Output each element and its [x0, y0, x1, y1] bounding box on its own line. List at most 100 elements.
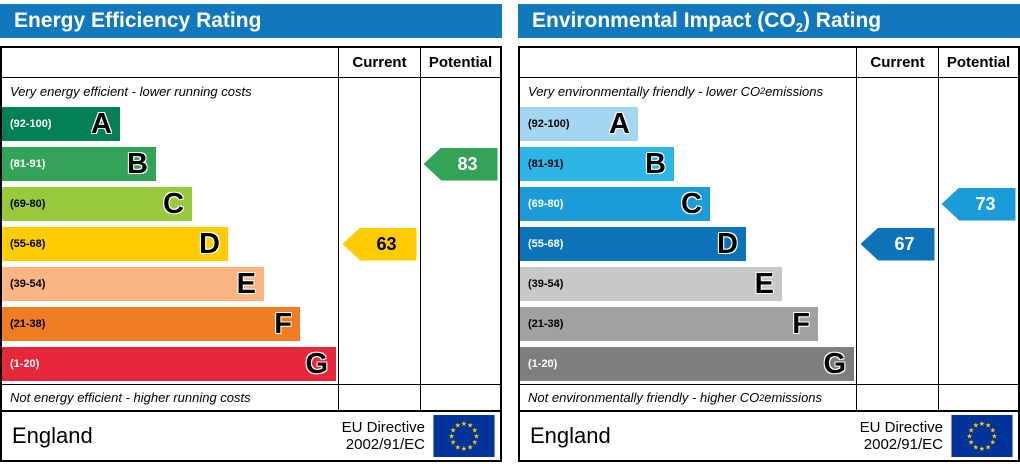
band-bar: (1-20) G [520, 347, 854, 381]
current-column-header: Current [856, 48, 938, 78]
chart-title-text: Energy Efficiency Rating [14, 9, 262, 32]
potential-cell [420, 104, 500, 144]
band-letter: D [717, 228, 738, 260]
svg-text:★: ★ [990, 426, 996, 434]
rating-table: Current Potential Very energy efficient … [0, 46, 502, 412]
svg-text:★: ★ [455, 422, 461, 430]
band-range-label: (39-54) [528, 278, 564, 290]
current-cell [856, 384, 938, 410]
band-bar: (69-80) C [520, 187, 710, 221]
band-range-label: (92-100) [528, 118, 570, 130]
caption-part: emissions [765, 83, 823, 99]
band-bar: (1-20) G [2, 347, 336, 381]
potential-cell [420, 264, 500, 304]
band-row-f: (21-38) F [2, 304, 338, 344]
potential-cell [420, 224, 500, 264]
band-range-label: (55-68) [10, 238, 46, 250]
potential-cell [938, 144, 1018, 184]
band-bar: (81-91) B [2, 147, 156, 181]
band-bar: (81-91) B [520, 147, 674, 181]
band-row-b: (81-91) B [2, 144, 338, 184]
band-row-b: (81-91) B [520, 144, 856, 184]
svg-text:★: ★ [455, 443, 461, 451]
bottom-caption: Not environmentally friendly - higher CO… [520, 384, 856, 410]
band-bar: (92-100) A [2, 107, 120, 141]
caption-sub: 2 [759, 392, 765, 403]
svg-text:★: ★ [991, 432, 997, 440]
current-cell [856, 344, 938, 384]
band-letter: F [274, 308, 292, 340]
svg-text:★: ★ [448, 432, 454, 440]
potential-cell [420, 304, 500, 344]
band-letter: D [199, 228, 220, 260]
current-cell: 63 [338, 224, 420, 264]
epc-rating-charts: Energy Efficiency Rating Current Potenti… [0, 4, 1020, 462]
chart-footer: England EU Directive 2002/91/EC ★ ★ ★ ★ ★ ★ ★ ★… [0, 410, 502, 462]
energy-efficiency-panel: Energy Efficiency Rating Current Potenti… [0, 4, 502, 462]
band-bar: (55-68) D [2, 227, 228, 261]
band-range-label: (1-20) [10, 358, 40, 370]
band-row-f: (21-38) F [520, 304, 856, 344]
svg-text:★: ★ [979, 420, 985, 428]
band-range-label: (81-91) [528, 158, 564, 170]
current-column-header: Current [338, 48, 420, 78]
svg-text:★: ★ [985, 422, 991, 430]
svg-text:★: ★ [467, 443, 473, 451]
potential-cell [938, 344, 1018, 384]
potential-cell [938, 224, 1018, 264]
svg-text:★: ★ [973, 422, 979, 430]
caption-part: Not energy efficient - higher running co… [10, 390, 251, 405]
chart-title-text: Environmental Impact (CO [532, 9, 796, 32]
chart-title: Energy Efficiency Rating [0, 4, 502, 38]
current-cell [338, 78, 420, 104]
svg-text:★: ★ [461, 445, 467, 453]
svg-text:★: ★ [450, 439, 456, 447]
current-cell [856, 184, 938, 224]
rating-table: Current Potential Very environmentally f… [518, 46, 1020, 412]
svg-text:★: ★ [461, 420, 467, 428]
current-cell [338, 104, 420, 144]
potential-cell [420, 384, 500, 410]
eu-directive-label: EU Directive 2002/91/EC [860, 419, 943, 454]
potential-cell [420, 344, 500, 384]
band-letter: B [127, 148, 148, 180]
band-range-label: (92-100) [10, 118, 52, 130]
band-range-label: (21-38) [10, 318, 46, 330]
chart-footer: England EU Directive 2002/91/EC ★ ★ ★ ★ ★ ★ ★ ★… [518, 410, 1020, 462]
band-letter: G [823, 348, 846, 380]
chart-title-sub: 2 [795, 20, 803, 36]
current-cell [338, 304, 420, 344]
eu-directive-line1: EU Directive [341, 418, 425, 436]
current-cell: 67 [856, 224, 938, 264]
current-cell [338, 184, 420, 224]
band-row-d: (55-68) D [520, 224, 856, 264]
band-letter: E [236, 268, 256, 300]
band-bar: (55-68) D [520, 227, 746, 261]
eu-flag-icon: ★ ★★★★★★★★★★★ [433, 415, 495, 457]
band-row-e: (39-54) E [520, 264, 856, 304]
band-range-label: (55-68) [528, 238, 564, 250]
eu-flag-bg [951, 415, 1013, 457]
svg-text:★: ★ [473, 432, 479, 440]
band-bar: (39-54) E [2, 267, 264, 301]
band-letter: E [754, 268, 774, 300]
current-cell [856, 78, 938, 104]
eu-flag-stars: ★ ★★★★★★★★★★★ [448, 420, 479, 453]
band-letter: A [91, 108, 112, 140]
band-range-label: (69-80) [10, 198, 46, 210]
column-header-spacer [2, 48, 338, 78]
chart-title: Environmental Impact (CO2) Rating [518, 4, 1020, 38]
caption-sub: 2 [760, 86, 766, 96]
current-cell [856, 144, 938, 184]
current-cell [338, 144, 420, 184]
current-cell [338, 264, 420, 304]
potential-rating-arrow: 73 [941, 187, 1016, 221]
band-bar: (21-38) F [520, 307, 818, 341]
current-rating-arrow: 67 [860, 227, 935, 261]
svg-text:★: ★ [472, 426, 478, 434]
band-bar: (39-54) E [520, 267, 782, 301]
current-cell [856, 264, 938, 304]
eu-flag-stars: ★ ★★★★★★★★★★★ [966, 420, 997, 453]
svg-text:★: ★ [450, 426, 456, 434]
potential-column-header: Potential [420, 48, 500, 78]
